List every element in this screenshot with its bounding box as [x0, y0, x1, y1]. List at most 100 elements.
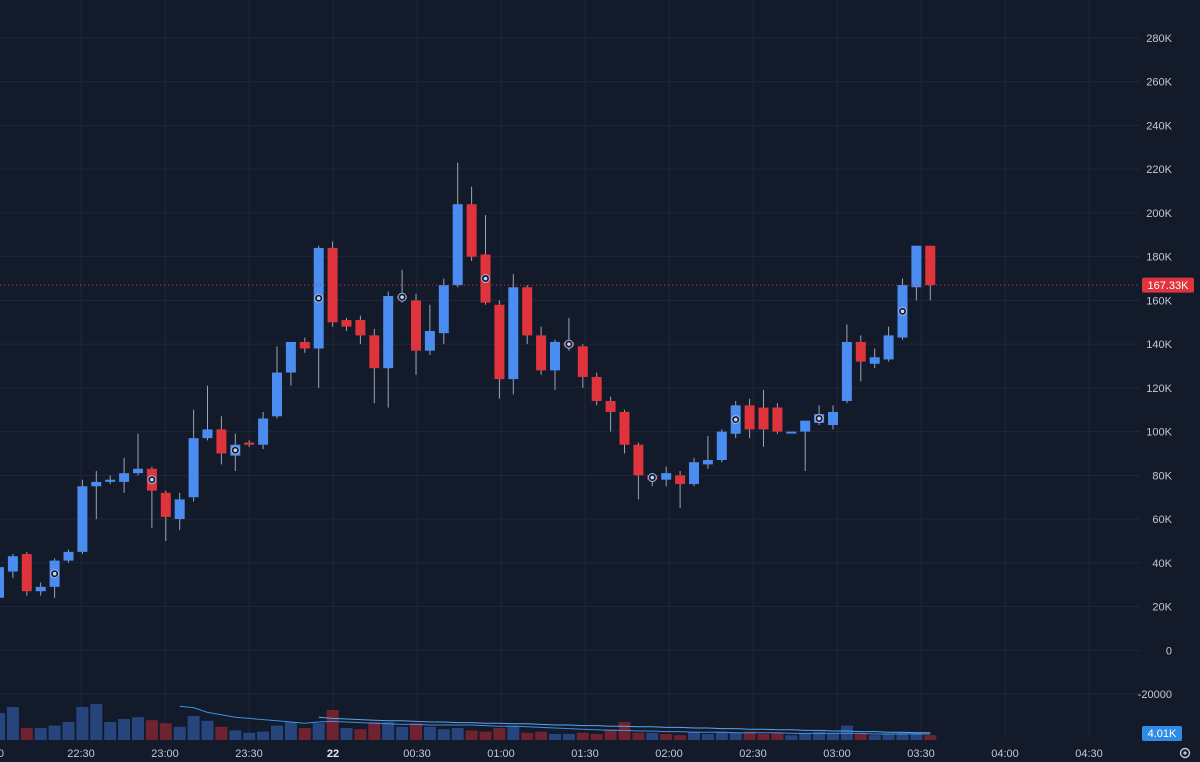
trade-marker-dot [567, 342, 571, 346]
trade-marker-dot [233, 448, 238, 452]
trade-marker-dot [817, 416, 821, 421]
volume-bar [465, 730, 478, 740]
candle-body [202, 429, 213, 439]
volume-bar [159, 723, 172, 740]
volume-bar [34, 728, 47, 740]
trade-marker-dot [483, 276, 488, 281]
candle-body [716, 431, 727, 461]
candle-body [702, 460, 713, 465]
time-tick-label: 02:30 [739, 748, 767, 760]
volume-bar [757, 734, 770, 740]
volume-bar [493, 728, 506, 740]
price-tick-label: 240K [1146, 120, 1172, 132]
candle-body [508, 287, 519, 380]
price-tick-label: 260K [1146, 77, 1172, 89]
candle-body [911, 245, 922, 288]
price-tick-label: 160K [1146, 295, 1172, 307]
candle-body [77, 486, 88, 552]
price-badge-background [1142, 277, 1194, 293]
volume-bar [145, 720, 158, 740]
volume-bar [924, 735, 937, 740]
candle-body [424, 331, 435, 351]
volume-badge: 4.01K [1142, 726, 1182, 741]
volume-ma-line [179, 705, 931, 735]
volume-bar [410, 723, 422, 740]
price-tick-label: 280K [1146, 33, 1172, 45]
time-tick-label: 03:30 [907, 748, 935, 760]
volume-bar [132, 717, 144, 740]
trade-marker-dot [733, 417, 738, 422]
price-tick-label: 120K [1146, 383, 1172, 395]
candle-body [758, 407, 769, 430]
volume-bar [437, 729, 450, 740]
volume-bar [62, 722, 75, 740]
price-tick-label: 0 [1166, 645, 1172, 657]
candle-body [411, 300, 421, 351]
volume-bar [48, 725, 61, 740]
volume-ma-long-line [318, 716, 931, 734]
volume-bar [354, 729, 367, 740]
volume-bar [423, 726, 436, 740]
settings-icon-ring [1179, 747, 1191, 759]
volume-bar [576, 732, 589, 740]
volume-bar [701, 734, 714, 740]
price-tick-label: 80K [1152, 470, 1172, 482]
trade-marker-dot [316, 296, 321, 301]
candle-body [174, 499, 185, 520]
candle-body [452, 204, 463, 286]
candle-body [605, 400, 616, 412]
time-tick-label: 04:00 [991, 748, 1019, 760]
price-tick-label: 20K [1152, 602, 1172, 614]
time-tick-label: 22 [327, 748, 339, 760]
candle-body [272, 372, 282, 417]
last-price-label: 167.33K [1148, 280, 1190, 292]
volume-bar [0, 713, 5, 740]
time-tick-label: 23:30 [235, 748, 263, 760]
volume-bar [521, 732, 534, 740]
time-tick-label: 01:30 [571, 748, 599, 760]
volume-bar [674, 735, 687, 740]
price-tick-label: -20000 [1138, 689, 1172, 701]
candle-body [577, 346, 588, 377]
candle-body [841, 341, 852, 401]
volume-bar [562, 734, 575, 740]
price-tick-label: 180K [1146, 252, 1172, 264]
time-tick-label: 02:00 [655, 748, 683, 760]
candle-body [438, 285, 449, 334]
volume-bar [479, 731, 492, 740]
volume-bar [868, 735, 881, 740]
candle-body [883, 335, 894, 360]
candle-body [383, 296, 394, 369]
candle-body [619, 411, 630, 445]
candle-body [925, 245, 936, 286]
time-tick-label-partial: 00 [0, 748, 4, 760]
price-axis[interactable]: 280K 260K 240K 220K 200K 180K 160K 140K 120K 100K… [1138, 33, 1173, 701]
candle-body [133, 468, 143, 474]
candle-body [355, 320, 366, 336]
candle-body [258, 418, 269, 445]
volume-bar [688, 731, 700, 740]
candle-body [494, 304, 505, 380]
volume-bar [284, 722, 297, 740]
candle-body [689, 462, 699, 485]
candle-body [675, 475, 686, 485]
candle-body [341, 320, 352, 327]
volume-bar [173, 726, 186, 740]
candle-body [299, 341, 310, 349]
volume-bar [632, 732, 645, 740]
price-tick-label: 220K [1146, 164, 1172, 176]
candle-body [369, 335, 380, 369]
trade-marker-dot [650, 475, 655, 480]
time-axis[interactable]: 22:30 23:00 23:30 22 00:30 01:00 01:30 02:00 02:… [0, 748, 1103, 760]
volume-bar [813, 731, 826, 740]
candle-body [869, 357, 880, 364]
volume-bar [368, 722, 381, 740]
volume-bar [187, 716, 200, 740]
settings-icon[interactable] [1179, 747, 1191, 759]
volume-bar [549, 734, 561, 740]
volume-bar [535, 731, 548, 740]
candle-body [244, 442, 255, 445]
volume-bar [590, 734, 603, 740]
price-tick-label: 40K [1152, 558, 1172, 570]
